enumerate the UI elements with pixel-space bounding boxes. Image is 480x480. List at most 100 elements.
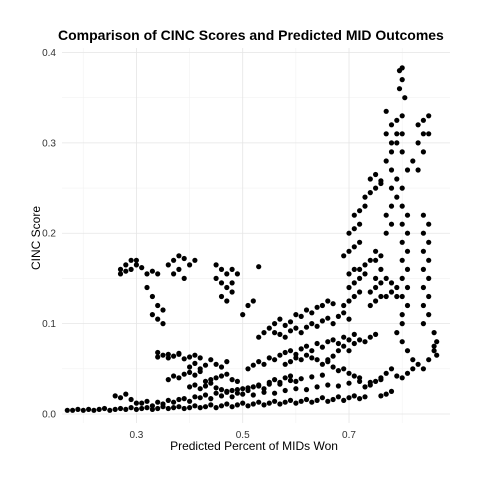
data-point (160, 321, 166, 327)
data-point (287, 373, 294, 379)
data-point (399, 239, 405, 245)
data-point (303, 396, 310, 403)
data-point (149, 312, 155, 318)
data-point (404, 212, 411, 218)
data-point (357, 221, 363, 227)
data-point (399, 275, 405, 281)
data-point (325, 315, 331, 321)
data-point (314, 357, 320, 363)
data-point (388, 221, 395, 227)
data-point (298, 330, 304, 336)
data-point (383, 131, 389, 137)
data-point (362, 271, 368, 277)
data-point (357, 396, 363, 402)
data-point (426, 357, 432, 363)
data-point (224, 401, 230, 407)
data-point (192, 394, 198, 400)
data-point (282, 375, 288, 381)
data-point (234, 390, 240, 396)
data-point (165, 405, 171, 412)
data-point (399, 321, 405, 327)
data-point (351, 373, 357, 379)
data-point (149, 403, 155, 409)
data-point (202, 378, 209, 384)
data-point (234, 387, 240, 393)
data-point (176, 404, 182, 410)
data-point (187, 405, 193, 411)
data-point (309, 348, 315, 354)
data-point (388, 289, 395, 295)
data-point (256, 264, 262, 270)
data-point (394, 284, 400, 291)
data-point (399, 131, 405, 137)
data-point (266, 325, 272, 331)
y-tick-label: 0.1 (42, 319, 56, 330)
data-point (176, 266, 182, 272)
data-point (298, 398, 304, 404)
data-point (383, 370, 389, 376)
data-point (351, 331, 357, 337)
data-point (426, 312, 432, 318)
data-point (420, 284, 426, 291)
data-point (181, 396, 187, 402)
data-point (197, 366, 203, 372)
data-point (396, 86, 403, 92)
data-point (208, 402, 214, 408)
data-point (378, 375, 384, 381)
data-point (346, 337, 352, 343)
data-point (420, 302, 426, 309)
data-point (208, 377, 214, 383)
data-point (155, 399, 161, 405)
data-point (404, 266, 411, 272)
data-point (341, 366, 347, 372)
data-point (357, 337, 363, 343)
data-point (272, 357, 278, 363)
data-point (218, 266, 225, 272)
data-point (388, 149, 395, 155)
data-point (357, 266, 363, 272)
data-point (187, 262, 193, 268)
data-point (197, 405, 203, 411)
data-point (394, 176, 400, 182)
data-point (107, 407, 113, 413)
data-point (399, 77, 405, 83)
data-point (420, 131, 426, 137)
data-point (399, 65, 405, 71)
data-point (192, 360, 198, 366)
data-point (404, 284, 411, 291)
data-point (402, 95, 408, 101)
data-point (335, 340, 341, 347)
data-point (149, 406, 155, 412)
data-point (341, 343, 347, 349)
data-point (383, 275, 389, 281)
y-axis-label: CINC Score (29, 206, 43, 270)
data-point (373, 331, 379, 337)
data-point (367, 289, 373, 295)
data-point (351, 393, 357, 399)
data-point (378, 178, 384, 184)
data-point (426, 275, 432, 281)
data-point (149, 293, 155, 300)
data-point (388, 388, 395, 394)
data-point (319, 361, 325, 367)
data-point (218, 293, 225, 300)
data-point (431, 348, 437, 354)
data-point (245, 387, 251, 394)
data-point (309, 399, 315, 405)
data-point (155, 316, 161, 322)
data-point (250, 392, 256, 398)
data-point (202, 362, 209, 368)
data-point (426, 131, 432, 137)
data-point (208, 357, 214, 363)
data-point (266, 379, 272, 385)
data-point (399, 185, 405, 191)
data-point (341, 397, 347, 403)
data-point (277, 381, 283, 387)
data-point (272, 377, 278, 383)
data-point (245, 366, 251, 372)
data-point (325, 357, 331, 363)
data-point (266, 400, 272, 406)
data-point (293, 386, 299, 392)
data-point (410, 366, 416, 372)
y-tick-label: 0.4 (42, 48, 56, 59)
